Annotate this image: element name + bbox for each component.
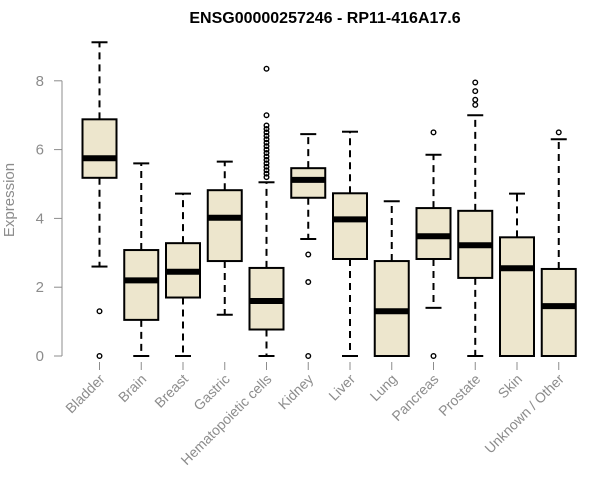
chart-title: ENSG00000257246 - RP11-416A17.6 [189, 10, 460, 27]
x-category-label: Breast [151, 371, 191, 411]
box-group [123, 162, 160, 357]
box-group [415, 129, 452, 360]
y-tick-label: 6 [36, 142, 44, 159]
outlier-point [263, 170, 270, 177]
y-tick-label: 8 [36, 73, 44, 90]
outlier-point [305, 251, 312, 258]
box-group [499, 192, 535, 358]
y-tick-label: 0 [36, 348, 44, 365]
outlier-point [430, 129, 437, 136]
y-axis: 0 2 4 6 8 [36, 73, 63, 365]
outlier-point [472, 96, 479, 103]
outlier-point [472, 101, 479, 108]
outlier-point [263, 143, 270, 150]
plot-area [81, 41, 577, 360]
outlier-point [263, 136, 270, 143]
iqr-box [206, 189, 243, 263]
x-category-label: Prostate [435, 371, 483, 419]
iqr-box [290, 167, 327, 199]
y-axis-label: Expression [1, 163, 18, 237]
outlier-point [96, 353, 103, 360]
outlier-point [263, 129, 270, 136]
outlier-point [263, 112, 270, 119]
iqr-box [540, 267, 577, 357]
x-category-label: Unknown / Other [481, 371, 567, 457]
box-group [248, 65, 285, 357]
y-tick-label: 2 [36, 279, 44, 296]
outlier-point [305, 279, 312, 286]
outlier-point [263, 146, 270, 153]
x-category-label: Liver [325, 371, 358, 404]
outlier-point [263, 150, 270, 157]
iqr-box [499, 236, 535, 358]
x-category-label: Kidney [275, 371, 317, 413]
outlier-point [263, 156, 270, 163]
box-group [81, 41, 118, 360]
box-group [540, 129, 577, 357]
box-group [165, 192, 201, 357]
outlier-point [263, 153, 270, 160]
iqr-box [123, 249, 160, 321]
outlier-point [263, 132, 270, 139]
box-group [206, 160, 243, 316]
x-category-label: Lung [367, 371, 400, 404]
x-category-label: Brain [115, 371, 149, 405]
outlier-point [263, 167, 270, 174]
iqr-box [81, 118, 118, 179]
outlier-point [305, 353, 312, 360]
y-tick-label: 4 [36, 210, 44, 227]
outlier-point [263, 125, 270, 132]
box-group [332, 130, 368, 357]
x-category-label: Skin [495, 371, 526, 402]
iqr-box [332, 192, 368, 260]
outlier-point [555, 129, 562, 136]
outlier-point [263, 163, 270, 170]
outlier-point [263, 174, 270, 181]
outlier-point [472, 79, 479, 86]
outlier-point [263, 139, 270, 146]
box-group [373, 200, 410, 357]
outlier-point [96, 308, 103, 315]
outlier-point [263, 65, 270, 72]
x-category-label: Bladder [62, 371, 108, 417]
outlier-point [263, 122, 270, 129]
outlier-point [430, 353, 437, 360]
box-group [290, 133, 327, 360]
outlier-point [263, 160, 270, 167]
box-group [457, 79, 494, 357]
outlier-point [472, 88, 479, 95]
